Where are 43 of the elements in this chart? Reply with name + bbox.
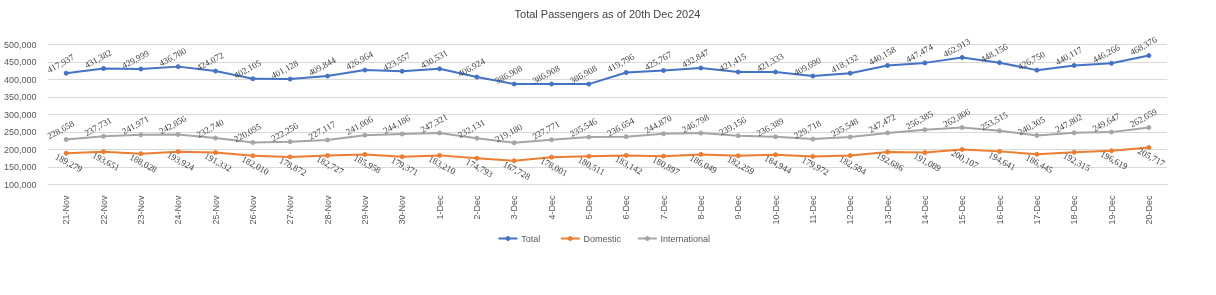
y-tick-label: 500,000 <box>3 39 37 50</box>
x-tick-label: 28-Nov <box>322 195 333 225</box>
y-tick-label: 250,000 <box>3 127 37 137</box>
y-tick-label: 100,000 <box>3 179 37 190</box>
x-tick-label: 7-Dec <box>658 195 669 220</box>
x-tick-label: 1-Dec <box>434 195 445 220</box>
x-tick-label: 23-Nov <box>135 195 146 225</box>
x-tick-label: 4-Dec <box>546 195 557 220</box>
x-tick-label: 5-Dec <box>583 195 594 220</box>
x-tick-label: 26-Nov <box>247 195 258 225</box>
x-tick-label: 18-Dec <box>1069 195 1080 225</box>
x-tick-label: 3-Dec <box>509 195 520 220</box>
x-tick-label: 25-Nov <box>210 195 221 225</box>
chart-title: Total Passengers as of 20th Dec 2024 <box>514 7 701 20</box>
legend-label: International <box>660 233 711 244</box>
x-tick-label: 30-Nov <box>397 195 408 225</box>
x-tick-label: 6-Dec <box>621 195 632 220</box>
x-tick-label: 21-Nov <box>61 195 72 225</box>
x-tick-label: 16-Dec <box>994 195 1005 225</box>
y-tick-label: 350,000 <box>3 92 37 102</box>
x-tick-label: 14-Dec <box>919 195 930 225</box>
x-tick-label: 24-Nov <box>173 195 184 225</box>
x-tick-label: 22-Nov <box>98 195 109 225</box>
y-tick-label: 300,000 <box>3 109 37 120</box>
legend-label: Total <box>521 233 541 244</box>
x-tick-label: 19-Dec <box>1106 195 1117 225</box>
x-tick-label: 9-Dec <box>733 195 744 220</box>
x-tick-label: 2-Dec <box>471 195 482 220</box>
x-tick-label: 20-Dec <box>1143 195 1154 225</box>
legend-label: Domestic <box>583 233 622 244</box>
x-tick-label: 12-Dec <box>845 195 856 225</box>
y-tick-label: 450,000 <box>3 57 37 67</box>
y-tick-label: 200,000 <box>3 144 37 155</box>
x-tick-label: 8-Dec <box>695 195 706 220</box>
x-tick-label: 29-Nov <box>359 195 370 225</box>
x-tick-label: 15-Dec <box>957 195 968 225</box>
x-tick-label: 10-Dec <box>770 195 781 225</box>
y-tick-label: 400,000 <box>3 74 37 85</box>
x-tick-label: 11-Dec <box>807 195 818 224</box>
y-tick-label: 150,000 <box>3 162 37 172</box>
x-tick-label: 27-Nov <box>285 195 296 225</box>
x-tick-label: 13-Dec <box>882 195 893 225</box>
x-tick-label: 17-Dec <box>1031 195 1042 225</box>
